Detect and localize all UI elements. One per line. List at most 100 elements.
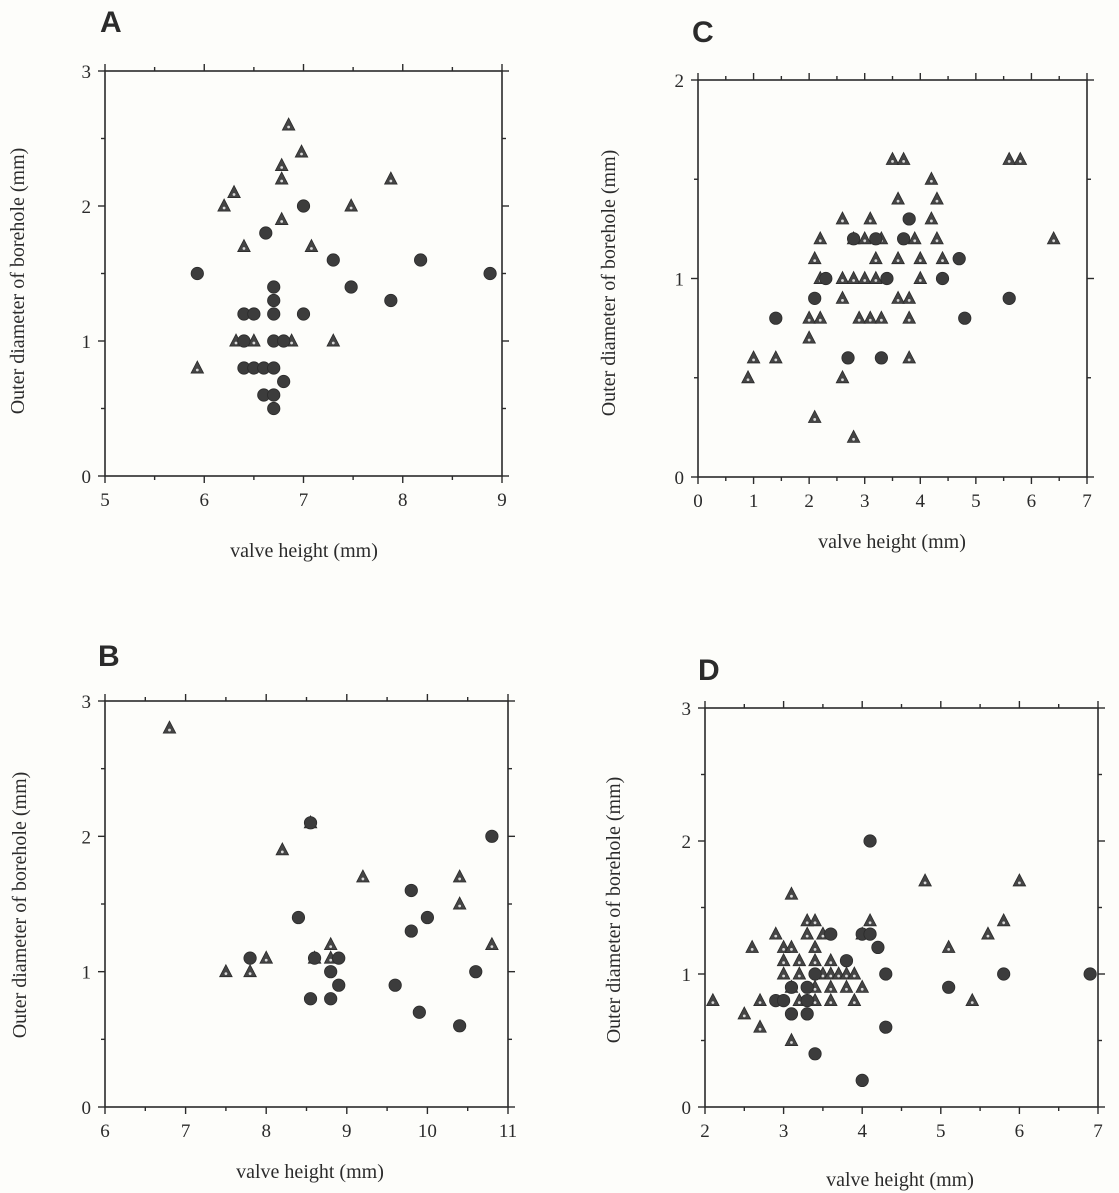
panel-c-triangle-point [930,230,944,245]
panel-a-triangle-point [274,211,289,225]
panel-b-circle-point [412,1005,426,1019]
panel-c-triangle-point [924,211,939,225]
panel-c-triangle-point [802,310,817,324]
panel-c-triangle-point [907,230,922,245]
panel-c-circle-point [902,212,916,226]
panel-a-ytick-label: 1 [82,332,92,353]
panel-a-circle-point [190,266,204,281]
panel-c-triangle-point [935,250,950,265]
panel-d-triangle-point [855,979,870,993]
panel-a-circle-point [384,293,398,308]
panel-c-circle-point [769,311,783,325]
panel-c-xtick-label: 0 [693,491,703,512]
panel-c-triangle-point [913,270,928,284]
panel-a-circle-point [267,388,281,402]
panel-d-triangle-point [823,952,838,967]
panel-d-triangle-point [823,979,838,993]
panel-b-frame [104,700,509,1108]
panel-d-circle-point [824,927,838,941]
panel-c-xtick-label: 6 [1027,491,1037,512]
panel-d-circle-point [871,940,885,955]
panel-b-ytick-label: 0 [82,1098,92,1119]
panel-a-xtick-label: 6 [200,490,210,511]
panel-a-frame [104,70,503,477]
panel-a-xtick-label: 8 [398,490,408,511]
panel-b-ylabel: Outer diameter of borehole (mm) [9,772,31,1039]
panel-c-triangle-point [1002,151,1017,165]
panel-letter-c: C [692,16,714,49]
panel-a-triangle-point [217,198,232,212]
panel-c-xtick-label: 2 [804,491,814,512]
panel-c-circle-point [880,271,894,286]
panel-b-triangle-point [356,869,370,883]
panel-d-triangle-point [776,952,791,967]
panel-c-triangle-point [846,270,861,284]
panel-d-triangle-point [981,926,995,940]
panel-c-triangle-point [902,350,917,364]
panel-a-triangle-point [274,171,289,185]
panel-a-xtick-label: 5 [100,490,110,511]
panel-d-xtick-label: 5 [936,1121,946,1142]
panel-c-triangle-point [807,250,822,265]
panel-a-ylabel: Outer diameter of borehole (mm) [7,148,29,415]
panel-c-circle-point [841,351,855,365]
panel-c-triangle-point [768,350,783,364]
panel-a-circle-point [326,253,340,267]
panel-d-circle-point [863,927,877,941]
panel-c-triangle-point [835,290,850,304]
panel-c-circle-point [952,252,966,266]
panel-b-circle-point [469,965,483,979]
panel-c-ylabel: Outer diameter of borehole (mm) [598,150,620,417]
panel-c-circle-point [846,232,861,246]
panel-d-circle-point [942,980,956,994]
panel-c-ytick-label: 1 [675,270,685,291]
panel-a-circle-point [277,334,291,348]
panel-d-circle-point [879,1020,893,1034]
panel-d-circle-point [808,1047,822,1061]
panel-c-triangle-point [835,211,850,225]
panel-b-xtick-label: 10 [418,1121,437,1142]
panel-c-triangle-point [863,310,878,324]
panel-a-circle-point [267,361,281,375]
panel-c-ytick-label: 2 [675,71,685,92]
panel-a-circle-point [483,266,497,281]
panel-d-xtick-label: 3 [779,1121,789,1142]
panel-d-circle-point [879,967,893,981]
panel-d-triangle-point [808,939,822,953]
panel-d-triangle-point [863,912,877,927]
panel-c-triangle-point [885,151,900,165]
panel-a-ytick-label: 0 [82,467,92,488]
panel-b-circle-point [307,951,322,965]
panel-a-triangle-point [383,171,398,185]
panel-d-circle-point [863,834,877,848]
panel-a-circle-point [296,199,311,213]
panel-a-circle-point [267,401,281,416]
panel-c-xtick-label: 3 [860,491,870,512]
panel-a-triangle-point [227,184,241,198]
panel-a-triangle-point [274,157,289,171]
panel-b-circle-point [243,951,257,965]
panel-d-xtick-label: 4 [857,1121,867,1142]
panel-b-ytick-label: 3 [82,692,92,713]
panel-d-circle-point [784,1007,799,1021]
panel-a-circle-point [296,307,311,321]
panel-a-xtick-label: 7 [299,490,309,511]
panel-b-xlabel: valve height (mm) [236,1161,384,1183]
panel-d-triangle-point [768,926,783,940]
panel-b-xtick-label: 6 [100,1121,110,1142]
panel-b-triangle-point [275,842,290,856]
panel-c-circle-point [808,291,822,305]
panel-c-triangle-point [902,290,917,304]
panel-a-circle-point [277,374,291,389]
panel-c-triangle-point [924,171,939,185]
panel-a-ytick-label: 2 [82,197,92,218]
panel-c-circle-point [869,232,883,246]
panel-d-triangle-point [792,966,807,980]
panel-a-triangle-point [281,117,296,131]
panel-b: B valve height (mm) Outer diameter of bo… [9,640,517,1183]
panel-c-triangle-point [857,270,872,284]
panel-d-triangle-point [839,979,854,993]
panel-d-triangle-point [792,952,807,967]
panel-b-triangle-point [243,963,257,978]
